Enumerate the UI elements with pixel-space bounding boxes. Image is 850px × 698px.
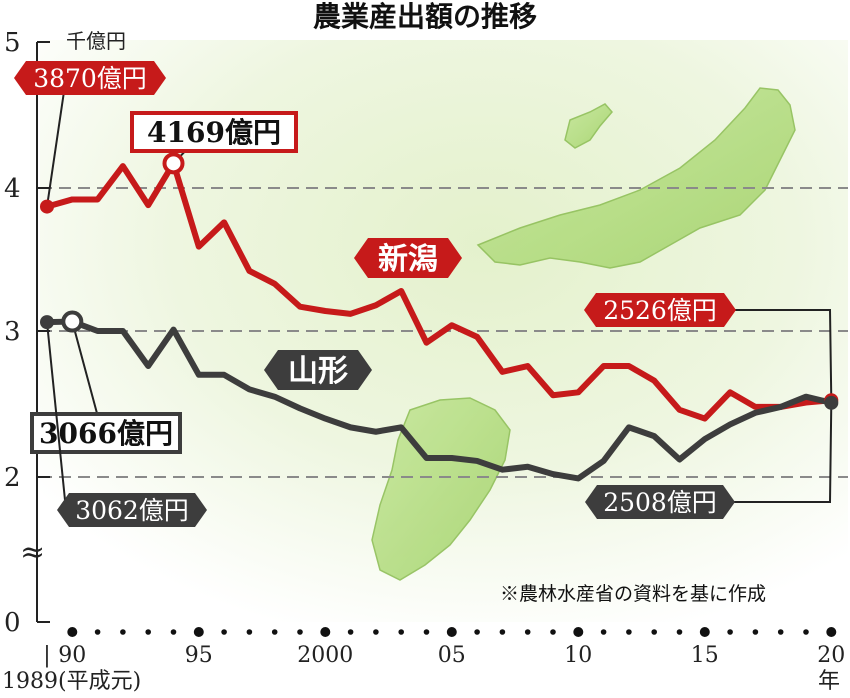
yamagata-map-shape	[371, 397, 511, 581]
x-dot-1990	[67, 627, 78, 637]
map-illustration	[371, 87, 796, 581]
series-tag-bg-0	[354, 238, 462, 278]
x-dot-1997	[246, 629, 253, 635]
x-tick-label-1995: 95	[185, 643, 213, 668]
x-dot-2013	[651, 629, 657, 635]
callout-box-1	[130, 111, 298, 153]
x-dot-2007	[499, 629, 506, 635]
x-tick-label-2000: 2000	[297, 643, 353, 668]
callout-marker-0	[40, 199, 54, 214]
x-dot-2006	[474, 629, 480, 635]
x-tick-label-2020: 20	[817, 643, 845, 668]
y-tick-label-4: 4	[4, 174, 21, 204]
x-dot-2000	[320, 627, 331, 637]
series-tag-label-0: 新潟	[378, 242, 438, 277]
x-tick-label-1989: |	[43, 643, 50, 668]
x-dot-1991	[94, 629, 101, 635]
callout-marker-3	[61, 310, 84, 333]
y-unit-label: 千億円	[66, 29, 126, 53]
callout-marker-4	[40, 315, 54, 330]
x-dot-2010	[573, 627, 584, 637]
sado-island-shape	[564, 103, 613, 149]
x-dot-2018	[777, 629, 784, 635]
x-dot-2005	[446, 627, 457, 637]
x-dot-2020	[826, 627, 837, 637]
series-layer	[44, 160, 835, 482]
series-line-yamagata	[44, 318, 835, 482]
leader-line-2	[730, 309, 833, 401]
x-dot-2015	[699, 627, 710, 637]
source-note: ※農林水産省の資料を基に作成	[500, 583, 766, 605]
callout-box-0	[14, 61, 166, 95]
x-dot-2017	[752, 629, 759, 635]
x-dot-1999	[297, 629, 303, 635]
x-dot-2011	[600, 629, 607, 635]
x-dot-1995	[193, 627, 204, 637]
x-dot-1993	[145, 629, 151, 635]
callout-label-5: 2508億円	[603, 488, 717, 517]
callout-box-5	[585, 485, 735, 519]
x-dot-2004	[423, 629, 430, 635]
callout-box-2	[584, 293, 736, 327]
y-tick-label-5: 5	[4, 28, 21, 58]
x-tick-label-2015: 15	[691, 643, 719, 668]
x-dot-1992	[120, 629, 126, 635]
x-dot-2008	[524, 629, 531, 635]
x-dot-1994	[170, 629, 177, 635]
x-dot-2009	[550, 629, 556, 635]
callout-label-0: 3870億円	[33, 64, 147, 93]
x-tick-label-2010: 10	[564, 643, 592, 668]
x-dot-2012	[626, 629, 632, 635]
x-dot-1998	[271, 629, 278, 635]
x-first-year-label: 1989(平成元)	[2, 669, 141, 694]
callout-label-2: 2526億円	[603, 296, 717, 325]
y-tick-label-2: 2	[4, 463, 21, 493]
y-tick-label-0: 0	[4, 608, 21, 638]
callout-label-1: 4169億円	[147, 116, 281, 149]
series-tag-label-1: 山形	[288, 354, 348, 389]
x-dot-2019	[803, 629, 809, 635]
x-unit-label: 年	[818, 669, 840, 694]
callout-marker-1	[162, 152, 185, 175]
x-dot-2014	[676, 629, 683, 635]
x-tick-label-2005: 05	[438, 643, 466, 668]
y-axis-break: ≈	[20, 535, 45, 570]
x-tick-label-1990: 90	[58, 643, 86, 668]
callout-marker-5	[824, 395, 839, 410]
y-ticks: 0 2 3 4 5	[4, 28, 50, 638]
y-tick-label-3: 3	[4, 317, 21, 347]
x-axis-dots	[67, 627, 837, 637]
series-line-niigata	[44, 160, 835, 422]
chart-title: 農業産出額の推移	[313, 0, 537, 33]
series-tag-bg-1	[264, 350, 372, 390]
callout-label-4: 3062億円	[75, 496, 189, 525]
x-ticks: | 90 95 2000 05 10 15 20	[43, 643, 845, 668]
niigata-map-shape	[476, 87, 796, 269]
x-dot-2003	[398, 629, 405, 635]
x-dot-2001	[347, 629, 354, 635]
x-dot-2002	[373, 629, 379, 635]
callout-label-3: 3066億円	[39, 417, 173, 450]
x-dot-1996	[221, 629, 227, 635]
leader-line-5	[729, 402, 833, 503]
x-dot-2016	[727, 629, 733, 635]
callout-box-4	[57, 493, 207, 527]
